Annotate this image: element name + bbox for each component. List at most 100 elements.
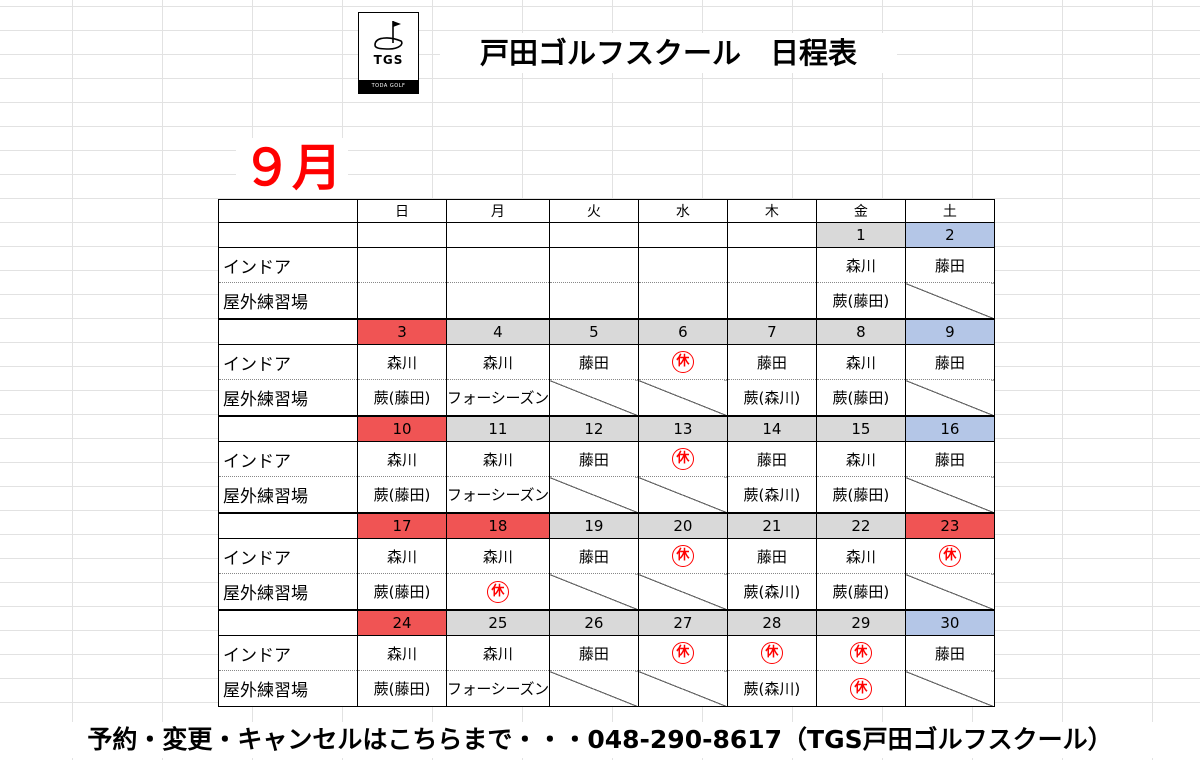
date-row-label (218, 512, 358, 539)
no-session-cell (548, 379, 639, 417)
indoor-row: インドア 森川 森川 藤田休休休藤田 (218, 635, 995, 671)
closed-mark-icon: 休 (849, 677, 872, 700)
date-cell-sat: 9 (904, 318, 995, 345)
weekday-tue: 火 (548, 199, 639, 223)
date-cell-wed: 20 (637, 512, 728, 539)
date-cell-thu: 14 (726, 415, 817, 442)
indoor-row-label: インドア (218, 344, 358, 380)
closed-cell: 休 (637, 441, 728, 477)
no-session-cell (904, 573, 995, 611)
date-cell-mon (446, 222, 550, 248)
closed-mark-icon: 休 (486, 580, 509, 603)
no-session-cell (548, 573, 639, 611)
weekday-mon: 月 (446, 199, 550, 223)
date-cell-sun: 17 (357, 512, 447, 539)
indoor-row-label: インドア (218, 635, 358, 671)
instructor-cell: 藤田 (904, 344, 995, 380)
weekday-sun: 日 (357, 199, 447, 223)
instructor-cell: 森川 (815, 344, 906, 380)
instructor-cell: 森川 (446, 538, 550, 574)
no-session-cell (548, 476, 639, 514)
date-cell-fri: 29 (815, 609, 906, 636)
no-session-cell (904, 670, 995, 707)
instructor-cell: 蕨(森川) (726, 670, 817, 707)
weekday-sat: 土 (904, 199, 995, 223)
instructor-cell: 蕨(藤田) (815, 379, 906, 417)
instructor-cell (446, 282, 550, 320)
date-row: 24 25 26 27 28 29 30 (218, 609, 995, 636)
closed-mark-icon: 休 (760, 642, 783, 664)
closed-mark-icon: 休 (671, 545, 694, 567)
no-session-cell (637, 379, 728, 417)
indoor-row: インドア 森川 藤田 (218, 247, 995, 283)
outdoor-row-label: 屋外練習場 (218, 476, 358, 514)
closed-mark-icon: 休 (938, 545, 961, 567)
outdoor-row-label: 屋外練習場 (218, 670, 358, 707)
outdoor-row: 屋外練習場 蕨(藤田) フォーシーズン 蕨(森川) 蕨(藤田) (218, 476, 995, 514)
instructor-cell: 蕨(藤田) (815, 282, 906, 320)
date-cell-sat: 30 (904, 609, 995, 636)
instructor-cell: 森川 (357, 344, 447, 380)
instructor-cell: 森川 (815, 538, 906, 574)
outdoor-row: 屋外練習場 蕨(藤田) フォーシーズン 蕨(森川) 蕨(藤田) (218, 379, 995, 417)
instructor-cell: 蕨(藤田) (815, 476, 906, 514)
date-cell-thu: 21 (726, 512, 817, 539)
instructor-cell: 森川 (446, 635, 550, 671)
instructor-cell (357, 247, 447, 283)
date-cell-sat: 16 (904, 415, 995, 442)
weekday-fri: 金 (815, 199, 906, 223)
instructor-cell: 蕨(森川) (726, 573, 817, 611)
instructor-cell: 蕨(藤田) (357, 670, 447, 707)
closed-mark-icon: 休 (671, 448, 694, 470)
closed-cell: 休 (637, 344, 728, 380)
date-cell-wed: 6 (637, 318, 728, 345)
instructor-cell: 藤田 (726, 441, 817, 477)
no-session-cell (548, 670, 639, 707)
logo: TGS TODA GOLF SCHOOL (358, 12, 419, 102)
date-cell-mon: 11 (446, 415, 550, 442)
instructor-cell (637, 282, 728, 320)
instructor-cell (726, 247, 817, 283)
instructor-cell (726, 282, 817, 320)
instructor-cell: 蕨(森川) (726, 379, 817, 417)
no-session-cell (904, 282, 995, 320)
outdoor-row-label: 屋外練習場 (218, 379, 358, 417)
indoor-row: インドア 森川 森川 藤田休藤田 森川 藤田 (218, 441, 995, 477)
date-cell-fri: 1 (815, 222, 906, 248)
date-row: 10 11 12 13 14 15 16 (218, 415, 995, 442)
instructor-cell: 森川 (815, 441, 906, 477)
weekday-thu: 木 (726, 199, 817, 223)
instructor-cell: 藤田 (726, 344, 817, 380)
logo-text: TGS (373, 53, 404, 67)
date-row-label (218, 609, 358, 636)
golf-flag-icon (374, 21, 403, 50)
no-session-cell (904, 379, 995, 417)
date-cell-fri: 15 (815, 415, 906, 442)
instructor-cell: 藤田 (548, 344, 639, 380)
instructor-cell: フォーシーズン (446, 379, 550, 417)
date-cell-wed: 27 (637, 609, 728, 636)
date-cell-thu (726, 222, 817, 248)
logo-subtext: TODA GOLF SCHOOL (359, 80, 418, 102)
date-row: 17 18 19 20 21 22 23 (218, 512, 995, 539)
instructor-cell: 藤田 (904, 441, 995, 477)
date-cell-wed: 13 (637, 415, 728, 442)
no-session-cell (904, 476, 995, 514)
no-session-cell (637, 670, 728, 707)
closed-mark-icon: 休 (849, 642, 872, 664)
closed-cell: 休 (904, 538, 995, 574)
date-cell-sun: 24 (357, 609, 447, 636)
instructor-cell: 藤田 (904, 247, 995, 283)
instructor-cell: 森川 (446, 441, 550, 477)
date-cell-mon: 25 (446, 609, 550, 636)
indoor-row: インドア 森川 森川 藤田休藤田 森川 藤田 (218, 344, 995, 380)
indoor-row-label: インドア (218, 247, 358, 283)
date-row-label (218, 318, 358, 345)
date-cell-mon: 4 (446, 318, 550, 345)
date-cell-sat: 23 (904, 512, 995, 539)
weekday-header-row: 日 月 火 水 木 金 土 (218, 199, 995, 223)
date-cell-sat: 2 (904, 222, 995, 248)
outdoor-row-label: 屋外練習場 (218, 282, 358, 320)
